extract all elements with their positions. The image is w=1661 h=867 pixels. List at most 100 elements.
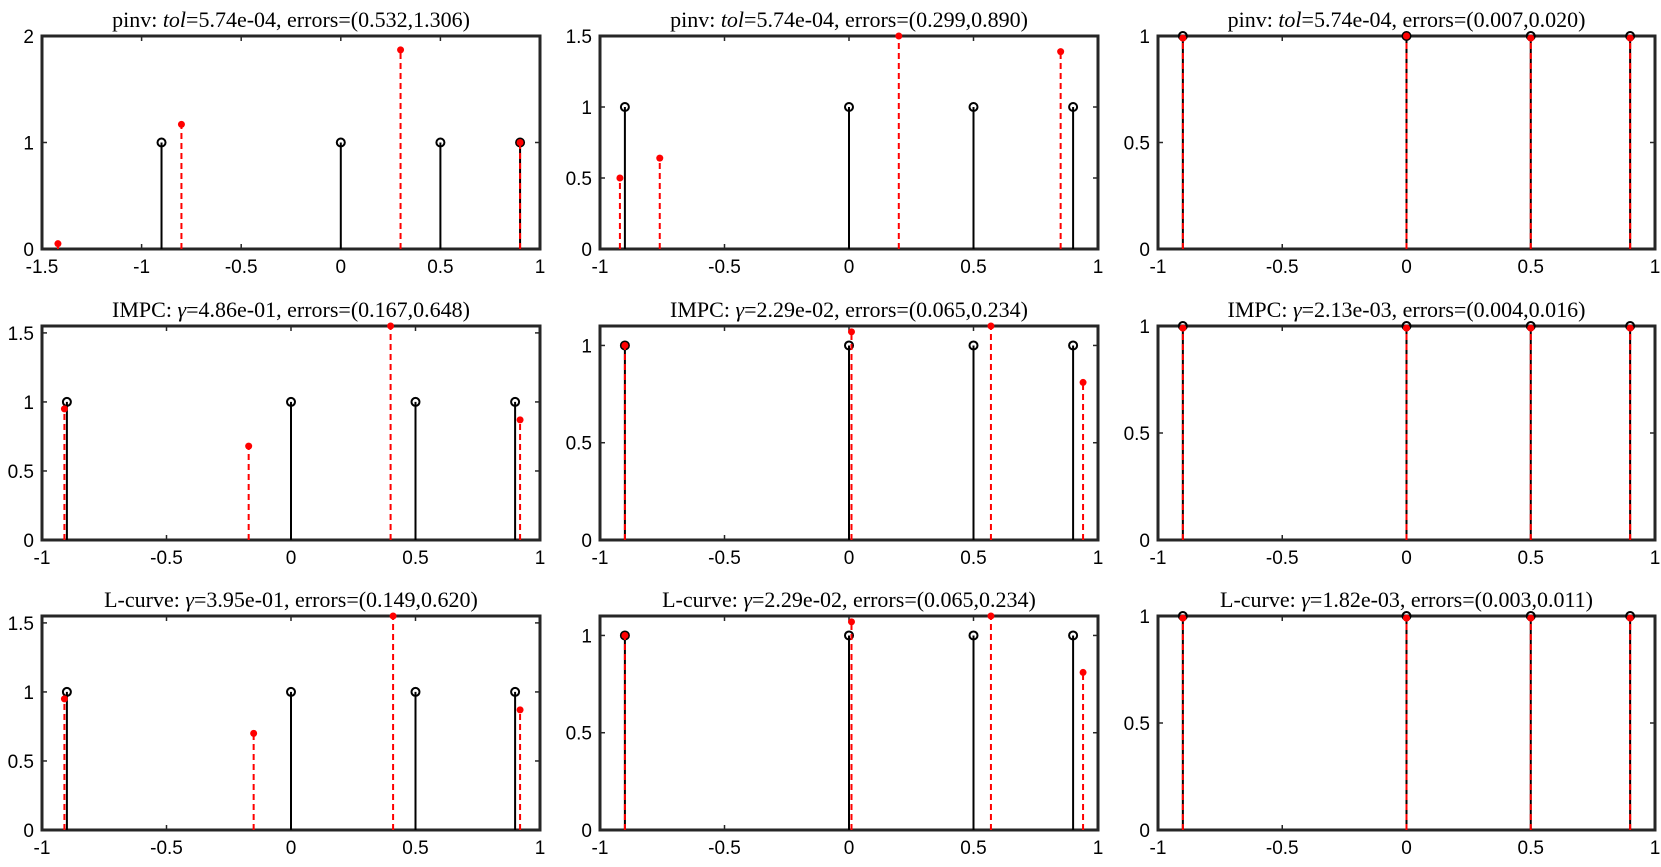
- true-stem-marker: [335, 137, 346, 148]
- true-stem-marker: [286, 686, 296, 697]
- y-tick-label: 1.5: [8, 614, 34, 635]
- y-tick-label: 1: [581, 98, 592, 119]
- title-text: =2.13e-03, errors=(0.004,0.016): [1302, 297, 1586, 322]
- true-stem-marker: [510, 686, 521, 697]
- y-tick-label: 0: [1139, 240, 1150, 261]
- title-text: =2.29e-02, errors=(0.065,0.234): [744, 297, 1028, 322]
- true-stem-marker: [286, 396, 296, 407]
- estimate-stem-marker: [387, 322, 395, 330]
- x-tick-label: -1: [592, 838, 609, 859]
- title-text: =5.74e-04, errors=(0.299,0.890): [744, 7, 1028, 32]
- estimate-stem-marker: [1403, 324, 1410, 332]
- y-tick-label: 0.5: [8, 462, 34, 483]
- title-text: IMPC:: [112, 297, 177, 322]
- y-tick-label: 0.5: [1124, 714, 1150, 735]
- title-text: =1.82e-03, errors=(0.003,0.011): [1310, 587, 1593, 612]
- y-tick-label: 0.5: [566, 169, 592, 190]
- estimate-stem-marker: [847, 618, 855, 626]
- subplot-r3-c2: L-curve: γ=2.29e-02, errors=(0.065,0.234…: [566, 587, 1104, 859]
- estimate-stem-marker: [250, 729, 258, 737]
- x-tick-label: -0.5: [1266, 548, 1299, 569]
- subplot-title: IMPC: γ=4.86e-01, errors=(0.167,0.648): [112, 297, 470, 322]
- estimate-stem-marker: [1626, 614, 1634, 622]
- x-tick-label: 0: [844, 548, 855, 569]
- y-tick-label: 0.5: [566, 724, 592, 745]
- x-tick-label: 0.5: [427, 257, 453, 278]
- x-tick-label: 0: [1401, 257, 1412, 278]
- x-tick-label: 0.5: [1518, 838, 1544, 859]
- title-text: pinv:: [670, 7, 721, 32]
- y-tick-label: 0: [23, 531, 34, 552]
- x-tick-label: 0: [1401, 838, 1412, 859]
- x-tick-label: -1: [1150, 548, 1167, 569]
- y-tick-label: 0.5: [1124, 424, 1150, 445]
- true-stem-marker: [968, 340, 979, 351]
- subplot-r1-c2: pinv: tol=5.74e-04, errors=(0.299,0.890)…: [566, 7, 1104, 278]
- x-tick-label: 1: [1093, 257, 1104, 278]
- x-tick-label: 1: [1650, 257, 1661, 278]
- estimate-stem-marker: [1626, 324, 1634, 332]
- title-text: L-curve:: [1220, 587, 1301, 612]
- estimate-stem-marker: [516, 706, 524, 714]
- x-tick-label: 0.5: [402, 838, 428, 859]
- estimate-stem-marker: [1057, 48, 1065, 56]
- subplot-r2-c3: IMPC: γ=2.13e-03, errors=(0.004,0.016) -1…: [1124, 297, 1661, 569]
- y-tick-label: 1: [1139, 27, 1150, 48]
- subplot-title: pinv: tol=5.74e-04, errors=(0.299,0.890): [670, 7, 1028, 32]
- x-tick-label: -0.5: [225, 257, 258, 278]
- estimate-stem-marker: [987, 612, 995, 620]
- subplot-title: IMPC: γ=2.13e-03, errors=(0.004,0.016): [1228, 297, 1586, 322]
- estimate-stem-marker: [616, 174, 624, 182]
- y-tick-label: 1: [23, 683, 34, 704]
- estimate-stem-marker: [1527, 324, 1535, 332]
- true-stem-marker: [619, 102, 630, 112]
- x-tick-label: -1: [1150, 838, 1167, 859]
- title-symbol: γ: [1301, 587, 1311, 612]
- estimate-stem-marker: [656, 154, 664, 162]
- x-tick-label: 1: [1093, 838, 1104, 859]
- title-text: L-curve:: [104, 587, 185, 612]
- title-text: L-curve:: [662, 587, 743, 612]
- x-tick-label: 0.5: [960, 838, 986, 859]
- x-tick-label: -0.5: [1266, 838, 1299, 859]
- estimate-stem-marker: [1403, 614, 1410, 622]
- x-tick-label: 0: [286, 548, 297, 569]
- true-stem-marker: [1068, 102, 1079, 112]
- x-tick-label: 1: [535, 257, 546, 278]
- true-stem-marker: [510, 396, 521, 407]
- true-stem-marker: [410, 686, 421, 697]
- title-symbol: γ: [185, 587, 195, 612]
- y-tick-label: 0: [23, 821, 34, 842]
- estimate-stem-marker: [1079, 668, 1087, 676]
- x-tick-label: -1: [133, 257, 150, 278]
- subplot-title: L-curve: γ=3.95e-01, errors=(0.149,0.620…: [104, 587, 478, 612]
- estimate-stem-marker: [621, 631, 629, 639]
- y-tick-label: 0.5: [566, 434, 592, 455]
- estimate-stem-marker: [1403, 32, 1410, 40]
- subplot-title: pinv: tol=5.74e-04, errors=(0.532,1.306): [112, 7, 470, 32]
- title-symbol: γ: [177, 297, 187, 322]
- x-tick-label: 0: [286, 838, 297, 859]
- x-tick-label: 0: [844, 257, 855, 278]
- title-symbol: γ: [743, 587, 753, 612]
- y-tick-label: 0: [581, 531, 592, 552]
- title-symbol: γ: [735, 297, 745, 322]
- title-text: =2.29e-02, errors=(0.065,0.234): [752, 587, 1036, 612]
- estimate-stem-marker: [1527, 614, 1535, 622]
- y-tick-label: 1: [581, 626, 592, 647]
- estimate-stem-marker: [621, 341, 629, 349]
- subplot-r1-c1: pinv: tol=5.74e-04, errors=(0.532,1.306)…: [23, 7, 545, 278]
- x-tick-label: -0.5: [150, 548, 183, 569]
- true-stem-marker: [410, 396, 421, 407]
- estimate-stem-marker: [397, 46, 405, 54]
- subplot-title: L-curve: γ=2.29e-02, errors=(0.065,0.234…: [662, 587, 1036, 612]
- title-symbol: tol: [163, 7, 186, 32]
- y-tick-label: 1.5: [8, 324, 34, 345]
- estimate-stem-marker: [1626, 34, 1634, 42]
- x-tick-label: -1: [34, 838, 51, 859]
- x-tick-label: -1: [34, 548, 51, 569]
- x-tick-label: 1: [535, 838, 546, 859]
- title-text: =3.95e-01, errors=(0.149,0.620): [194, 587, 478, 612]
- title-text: pinv:: [1228, 7, 1279, 32]
- subplot-title: L-curve: γ=1.82e-03, errors=(0.003,0.011…: [1220, 587, 1593, 612]
